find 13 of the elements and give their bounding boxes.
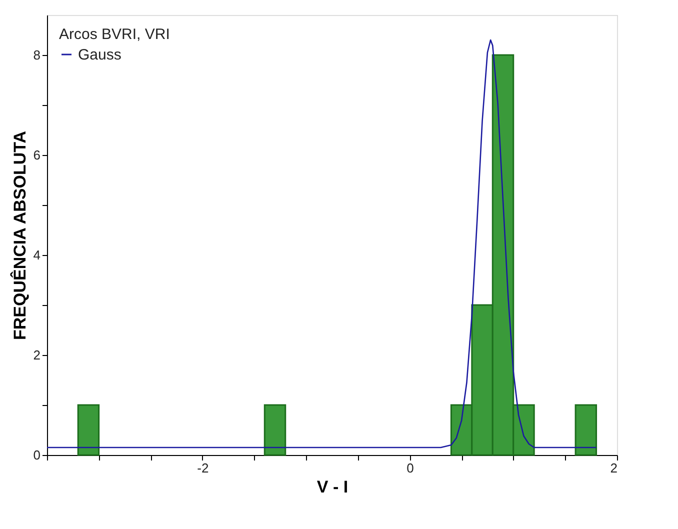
y-tick-label: 6 <box>33 148 40 162</box>
y-tick-label: 0 <box>33 448 40 462</box>
x-axis-title: V - I <box>316 478 348 496</box>
legend-title: Arcos BVRI, VRI <box>59 26 170 43</box>
x-tick-label: -2 <box>197 460 209 476</box>
y-tick-label: 2 <box>33 348 40 362</box>
legend-label: Gauss <box>78 46 122 64</box>
x-tick-label: 0 <box>406 460 414 476</box>
line-series <box>47 39 597 448</box>
y-tick-label: 4 <box>33 248 40 262</box>
y-tick-label: 8 <box>33 48 40 62</box>
y-axis-title: FREQUÊNCIA ABSOLUTA <box>9 130 30 340</box>
x-tick-label: 2 <box>610 460 618 476</box>
